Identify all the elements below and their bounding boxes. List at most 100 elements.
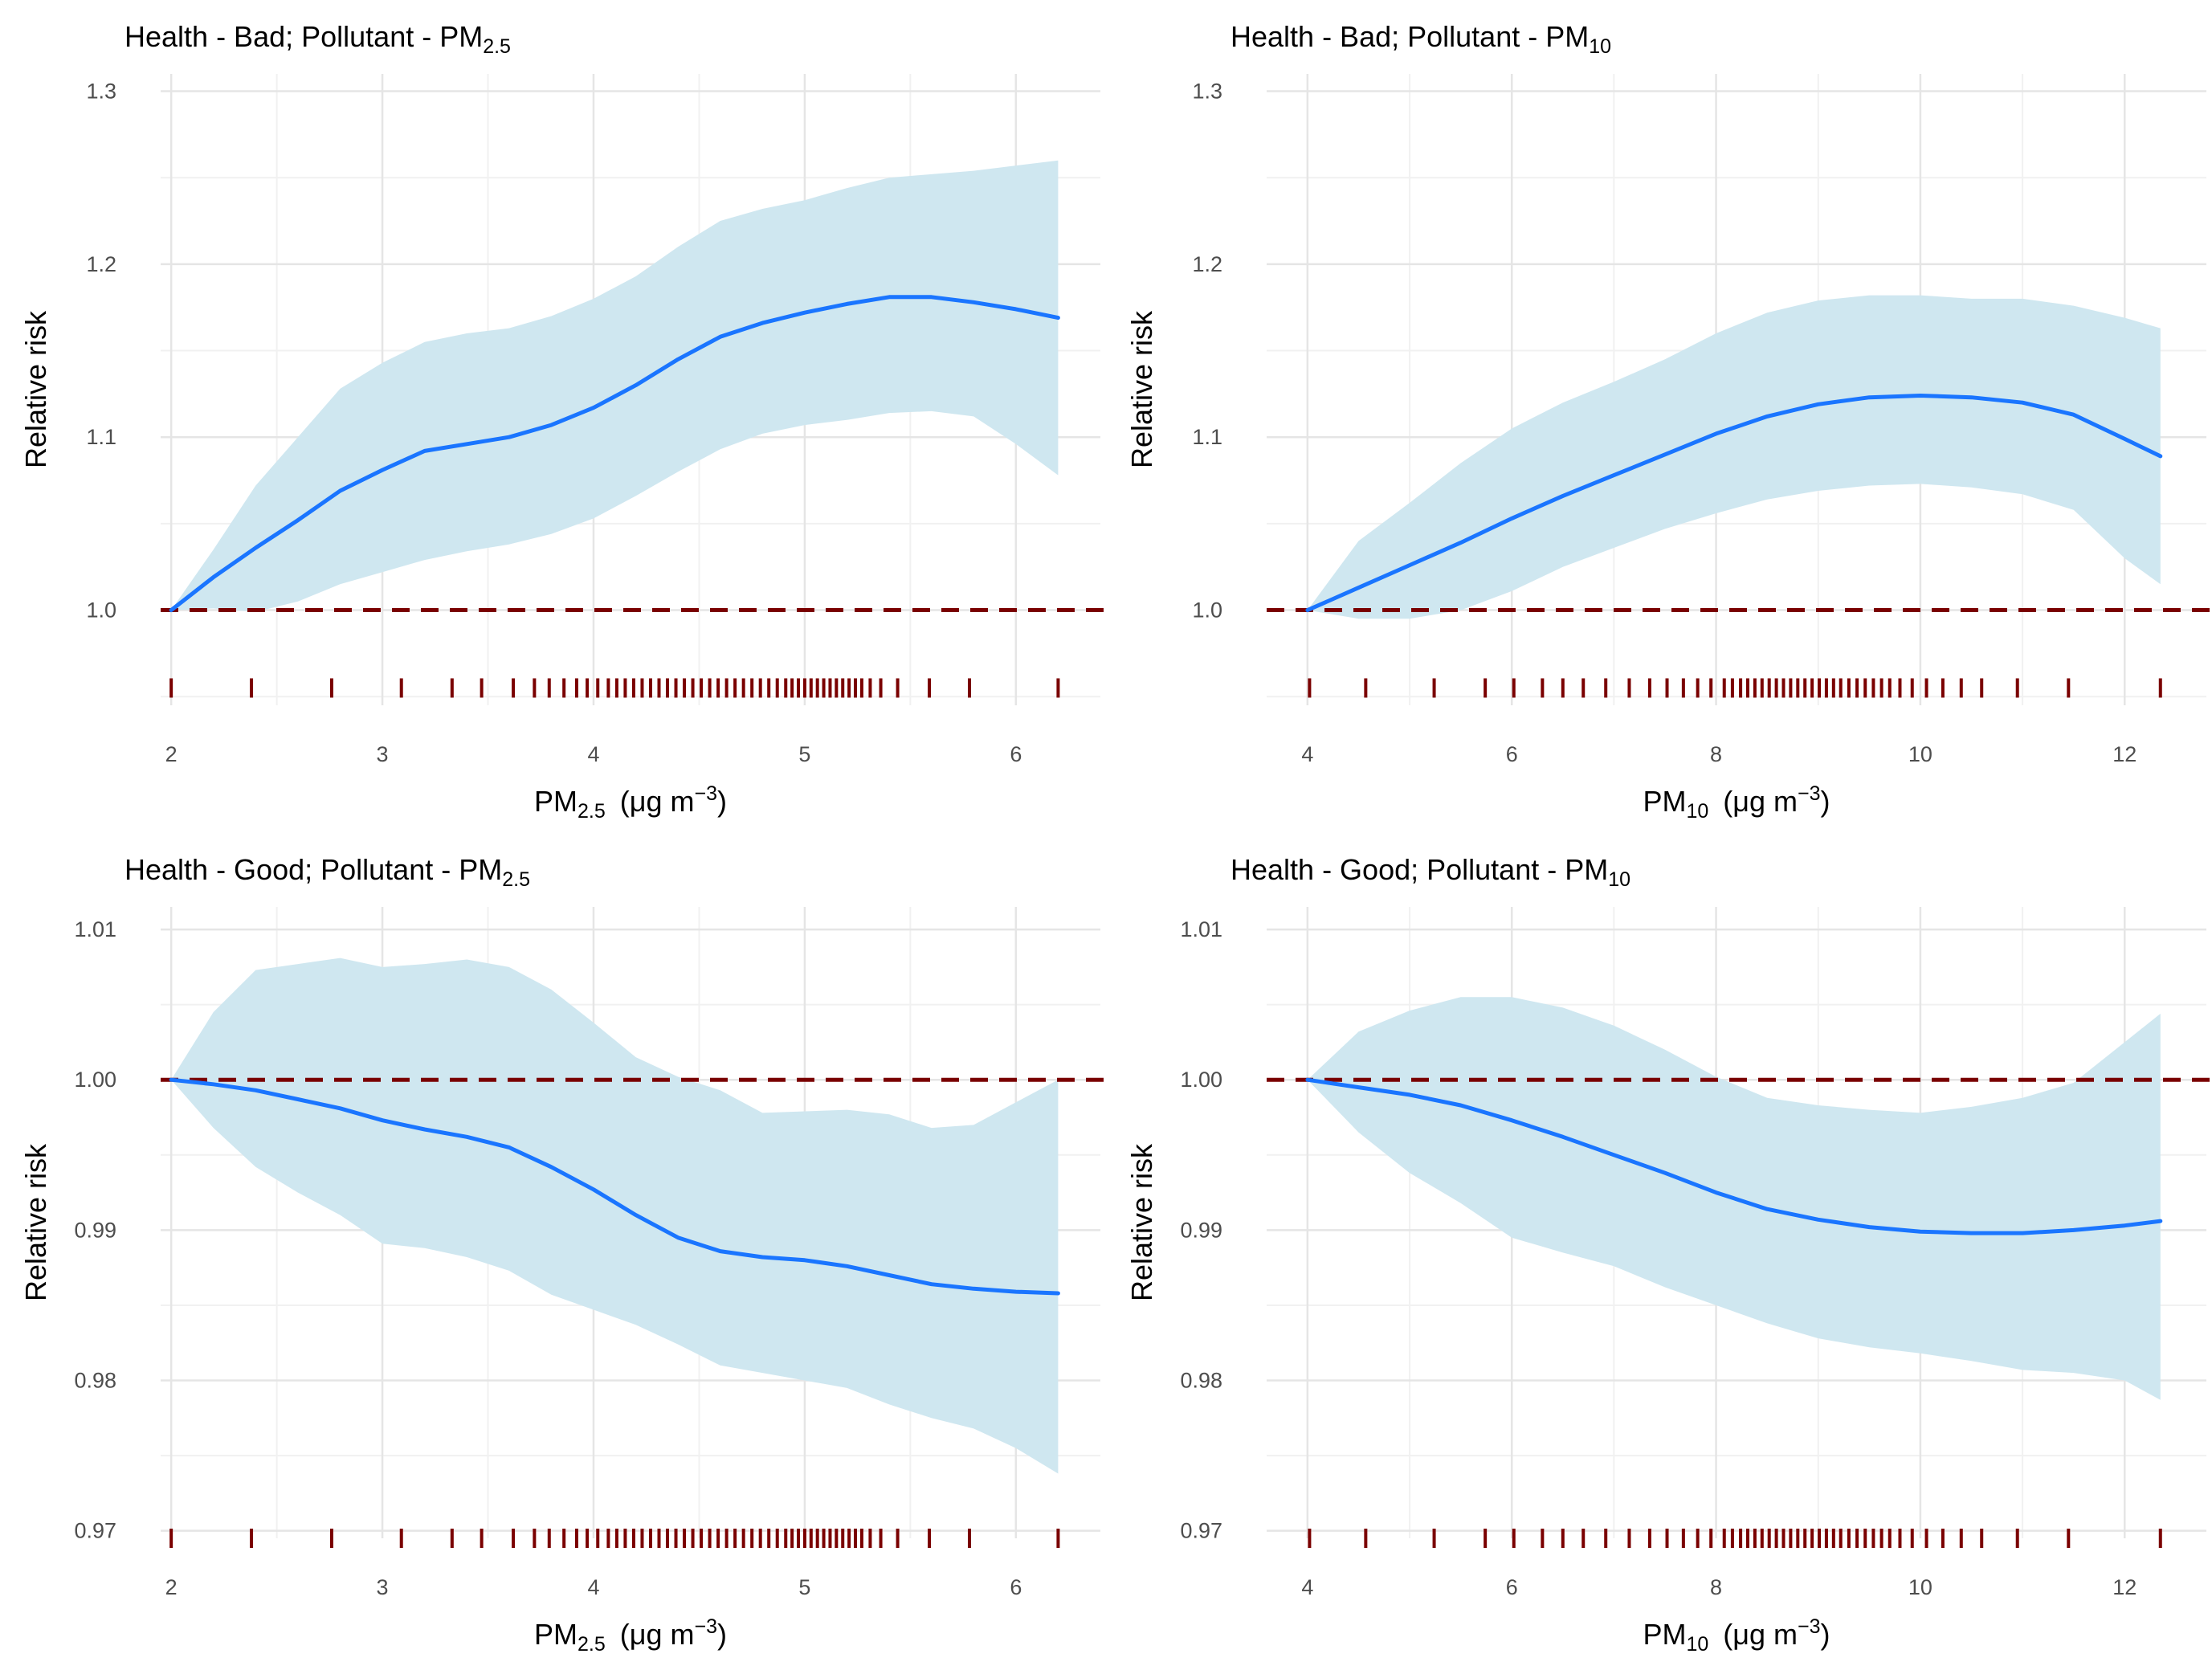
y-tick-label: 1.0 bbox=[1192, 598, 1222, 623]
xlabel-exponent: −3 bbox=[695, 1615, 718, 1638]
title-prefix: Health - Bad; Pollutant - bbox=[1230, 20, 1545, 53]
xlabel-unit: (μg m bbox=[606, 785, 695, 818]
xlabel-unit: (μg m bbox=[606, 1618, 695, 1651]
xlabel-subscript: 2.5 bbox=[577, 1633, 606, 1656]
title-subscript: 10 bbox=[1608, 868, 1630, 891]
rug bbox=[1308, 678, 2162, 698]
panel-title: Health - Good; Pollutant - PM2.5 bbox=[124, 853, 530, 891]
series-line bbox=[169, 295, 1060, 613]
y-tick-label: 1.1 bbox=[1192, 425, 1222, 449]
xlabel-close: ) bbox=[717, 785, 727, 818]
title-pollutant: PM bbox=[459, 853, 502, 886]
xlabel-close: ) bbox=[1821, 1618, 1830, 1651]
panel-title: Health - Bad; Pollutant - PM10 bbox=[1230, 20, 1611, 58]
xlabel-subscript: 2.5 bbox=[577, 800, 606, 823]
y-tick-label: 1.0 bbox=[86, 598, 116, 623]
xlabel-close: ) bbox=[1821, 785, 1830, 818]
x-tick-label: 12 bbox=[2112, 742, 2136, 766]
rug bbox=[1308, 1529, 2162, 1548]
y-tick-label: 1.2 bbox=[86, 252, 116, 276]
x-tick-label: 6 bbox=[1010, 742, 1022, 766]
xlabel-exponent: −3 bbox=[1798, 1615, 1821, 1638]
x-tick-label: 3 bbox=[377, 1575, 389, 1599]
panel-title: Health - Bad; Pollutant - PM2.5 bbox=[124, 20, 511, 58]
x-tick-label: 4 bbox=[587, 742, 599, 766]
panel-good-pm25: 2 3 4 5 6 0.97 0.98 0.99 1.00 1.01 Health - Good; … bbox=[0, 833, 1106, 1666]
title-pollutant: PM bbox=[439, 20, 483, 53]
panel-title: Health - Good; Pollutant - PM10 bbox=[1230, 853, 1630, 891]
x-tick-label: 4 bbox=[1301, 742, 1313, 766]
x-axis-label: PM10 (μg m−3) bbox=[1643, 782, 1830, 823]
panel-good-pm10: 4 6 8 10 12 0.97 0.98 0.99 1.00 1.01 Health - Good… bbox=[1106, 833, 2212, 1666]
xlabel-pollutant: PM bbox=[1643, 785, 1686, 818]
y-axis-label: Relative risk bbox=[19, 1143, 52, 1301]
xlabel-pollutant: PM bbox=[1643, 1618, 1686, 1651]
x-tick-label: 2 bbox=[165, 1575, 178, 1599]
y-axis-label: Relative risk bbox=[19, 310, 52, 468]
confidence-band bbox=[171, 160, 1059, 612]
xlabel-subscript: 10 bbox=[1686, 800, 1708, 823]
y-tick-label: 0.97 bbox=[1180, 1519, 1222, 1543]
x-axis-label: PM10 (μg m−3) bbox=[1643, 1615, 1830, 1656]
x-tick-label: 6 bbox=[1506, 1575, 1518, 1599]
x-tick-label: 2 bbox=[165, 742, 178, 766]
y-tick-label: 1.3 bbox=[1192, 80, 1222, 104]
chart-good-pm10: 4 6 8 10 12 0.97 0.98 0.99 1.00 1.01 Health - Good… bbox=[1125, 853, 2212, 1656]
title-subscript: 10 bbox=[1589, 35, 1611, 58]
rug bbox=[169, 678, 1060, 698]
chart-bad-pm10: 4 6 8 10 12 1.0 1.1 1.2 1.3 Health - Bad; Polluta… bbox=[1125, 20, 2212, 823]
x-axis-label: PM2.5 (μg m−3) bbox=[534, 1615, 727, 1656]
title-subscript: 2.5 bbox=[483, 35, 511, 58]
title-pollutant: PM bbox=[1565, 853, 1608, 886]
x-tick-label: 10 bbox=[1908, 1575, 1932, 1599]
y-tick-label: 1.00 bbox=[74, 1068, 116, 1092]
title-subscript: 2.5 bbox=[502, 868, 530, 891]
xlabel-pollutant: PM bbox=[534, 1618, 577, 1651]
y-tick-label: 1.1 bbox=[86, 425, 116, 449]
x-tick-label: 4 bbox=[1301, 1575, 1313, 1599]
series-line bbox=[169, 1077, 1060, 1296]
title-pollutant: PM bbox=[1545, 20, 1589, 53]
x-tick-label: 8 bbox=[1710, 1575, 1722, 1599]
xlabel-unit: (μg m bbox=[1708, 785, 1798, 818]
xlabel-exponent: −3 bbox=[695, 782, 718, 805]
xlabel-subscript: 10 bbox=[1686, 1633, 1708, 1656]
panel-bad-pm10: 4 6 8 10 12 1.0 1.1 1.2 1.3 Health - Bad; Polluta… bbox=[1106, 0, 2212, 833]
y-tick-label: 0.98 bbox=[74, 1369, 116, 1393]
rug bbox=[169, 1529, 1060, 1548]
x-tick-label: 3 bbox=[377, 742, 389, 766]
y-axis-label: Relative risk bbox=[1125, 1143, 1158, 1301]
chart-good-pm25: 2 3 4 5 6 0.97 0.98 0.99 1.00 1.01 Health - Good; … bbox=[19, 853, 1106, 1656]
title-prefix: Health - Good; Pollutant - bbox=[1230, 853, 1565, 886]
xlabel-close: ) bbox=[717, 1618, 727, 1651]
x-tick-label: 5 bbox=[798, 1575, 810, 1599]
panel-bad-pm25: 2 3 4 5 6 1.0 1.1 1.2 1.3 Health - Bad; Pollutant… bbox=[0, 0, 1106, 833]
title-prefix: Health - Good; Pollutant - bbox=[124, 853, 459, 886]
chart-bad-pm25: 2 3 4 5 6 1.0 1.1 1.2 1.3 Health - Bad; Pollutant… bbox=[19, 20, 1106, 823]
x-tick-label: 10 bbox=[1908, 742, 1932, 766]
y-tick-label: 0.99 bbox=[1180, 1218, 1222, 1242]
series-line bbox=[1305, 1077, 2163, 1235]
x-tick-label: 6 bbox=[1506, 742, 1518, 766]
y-tick-label: 1.2 bbox=[1192, 252, 1222, 276]
xlabel-exponent: −3 bbox=[1798, 782, 1821, 805]
y-tick-label: 1.00 bbox=[1180, 1068, 1222, 1092]
xlabel-unit: (μg m bbox=[1708, 1618, 1798, 1651]
x-tick-label: 6 bbox=[1010, 1575, 1022, 1599]
series-line bbox=[1305, 394, 2163, 613]
y-tick-label: 0.98 bbox=[1180, 1369, 1222, 1393]
xlabel-pollutant: PM bbox=[534, 785, 577, 818]
y-tick-label: 1.01 bbox=[1180, 917, 1222, 941]
x-tick-label: 4 bbox=[587, 1575, 599, 1599]
x-tick-label: 8 bbox=[1710, 742, 1722, 766]
y-tick-label: 1.3 bbox=[86, 80, 116, 104]
confidence-band bbox=[171, 958, 1059, 1474]
y-tick-label: 0.99 bbox=[74, 1218, 116, 1242]
y-tick-label: 0.97 bbox=[74, 1519, 116, 1543]
y-axis-label: Relative risk bbox=[1125, 310, 1158, 468]
title-prefix: Health - Bad; Pollutant - bbox=[124, 20, 439, 53]
x-axis-label: PM2.5 (μg m−3) bbox=[534, 782, 727, 823]
x-tick-label: 5 bbox=[798, 742, 810, 766]
x-tick-label: 12 bbox=[2112, 1575, 2136, 1599]
